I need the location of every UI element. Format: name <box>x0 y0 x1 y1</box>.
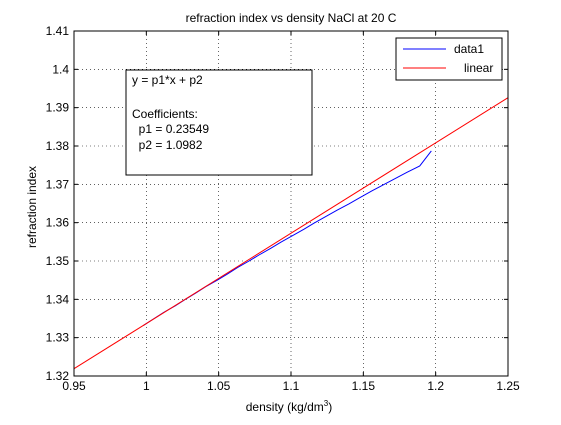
annotation-line: y = p1*x + p2 <box>132 73 203 87</box>
x-tick-label: 1.2 <box>427 379 444 393</box>
y-tick-label: 1.35 <box>46 254 70 268</box>
y-tick-label: 1.34 <box>46 292 70 306</box>
legend-frame <box>395 37 503 81</box>
annotation-box: y = p1*x + p2 Coefficients: p1 = 0.23549 … <box>125 69 313 176</box>
annotation-line: p1 = 0.23549 <box>132 122 209 136</box>
ticks <box>73 30 509 377</box>
legend-label-data1: data1 <box>454 42 484 56</box>
y-tick-label: 1.4 <box>52 62 69 76</box>
x-tick-label: 1.25 <box>496 379 520 393</box>
y-tick-label: 1.38 <box>46 139 70 153</box>
x-tick-label: 0.95 <box>62 379 86 393</box>
y-tick-label: 1.33 <box>46 331 70 345</box>
legend-label-linear: linear <box>464 61 493 75</box>
x-tick-labels: 0.95 1 1.05 1.1 1.15 1.2 1.25 <box>62 379 520 393</box>
chart-title: refraction index vs density NaCl at 20 C <box>186 11 397 25</box>
y-tick-label: 1.32 <box>46 369 70 383</box>
x-tick-label: 1.1 <box>283 379 300 393</box>
y-tick-label: 1.41 <box>46 24 70 38</box>
annotation-line: Coefficients: <box>132 107 198 121</box>
x-tick-label: 1.05 <box>207 379 231 393</box>
x-tick-label: 1 <box>143 379 150 393</box>
legend: data1 linear <box>395 37 503 81</box>
x-tick-label: 1.15 <box>352 379 376 393</box>
x-axis-label: density (kg/dm3) <box>246 399 332 414</box>
y-tick-label: 1.37 <box>46 177 70 191</box>
y-tick-label: 1.39 <box>46 101 70 115</box>
series-layer <box>73 97 509 370</box>
y-axis-label: refraction index <box>25 166 39 248</box>
annotation-line: p2 = 1.0982 <box>132 138 203 152</box>
y-tick-label: 1.36 <box>46 216 70 230</box>
series-line-linear <box>73 97 509 370</box>
annotation-text: y = p1*x + p2 Coefficients: p1 = 0.23549 … <box>132 73 209 152</box>
y-tick-labels: 1.32 1.33 1.34 1.35 1.36 1.37 1.38 1.39 1.4 1.41 <box>46 24 70 383</box>
annotation-frame <box>125 69 313 176</box>
